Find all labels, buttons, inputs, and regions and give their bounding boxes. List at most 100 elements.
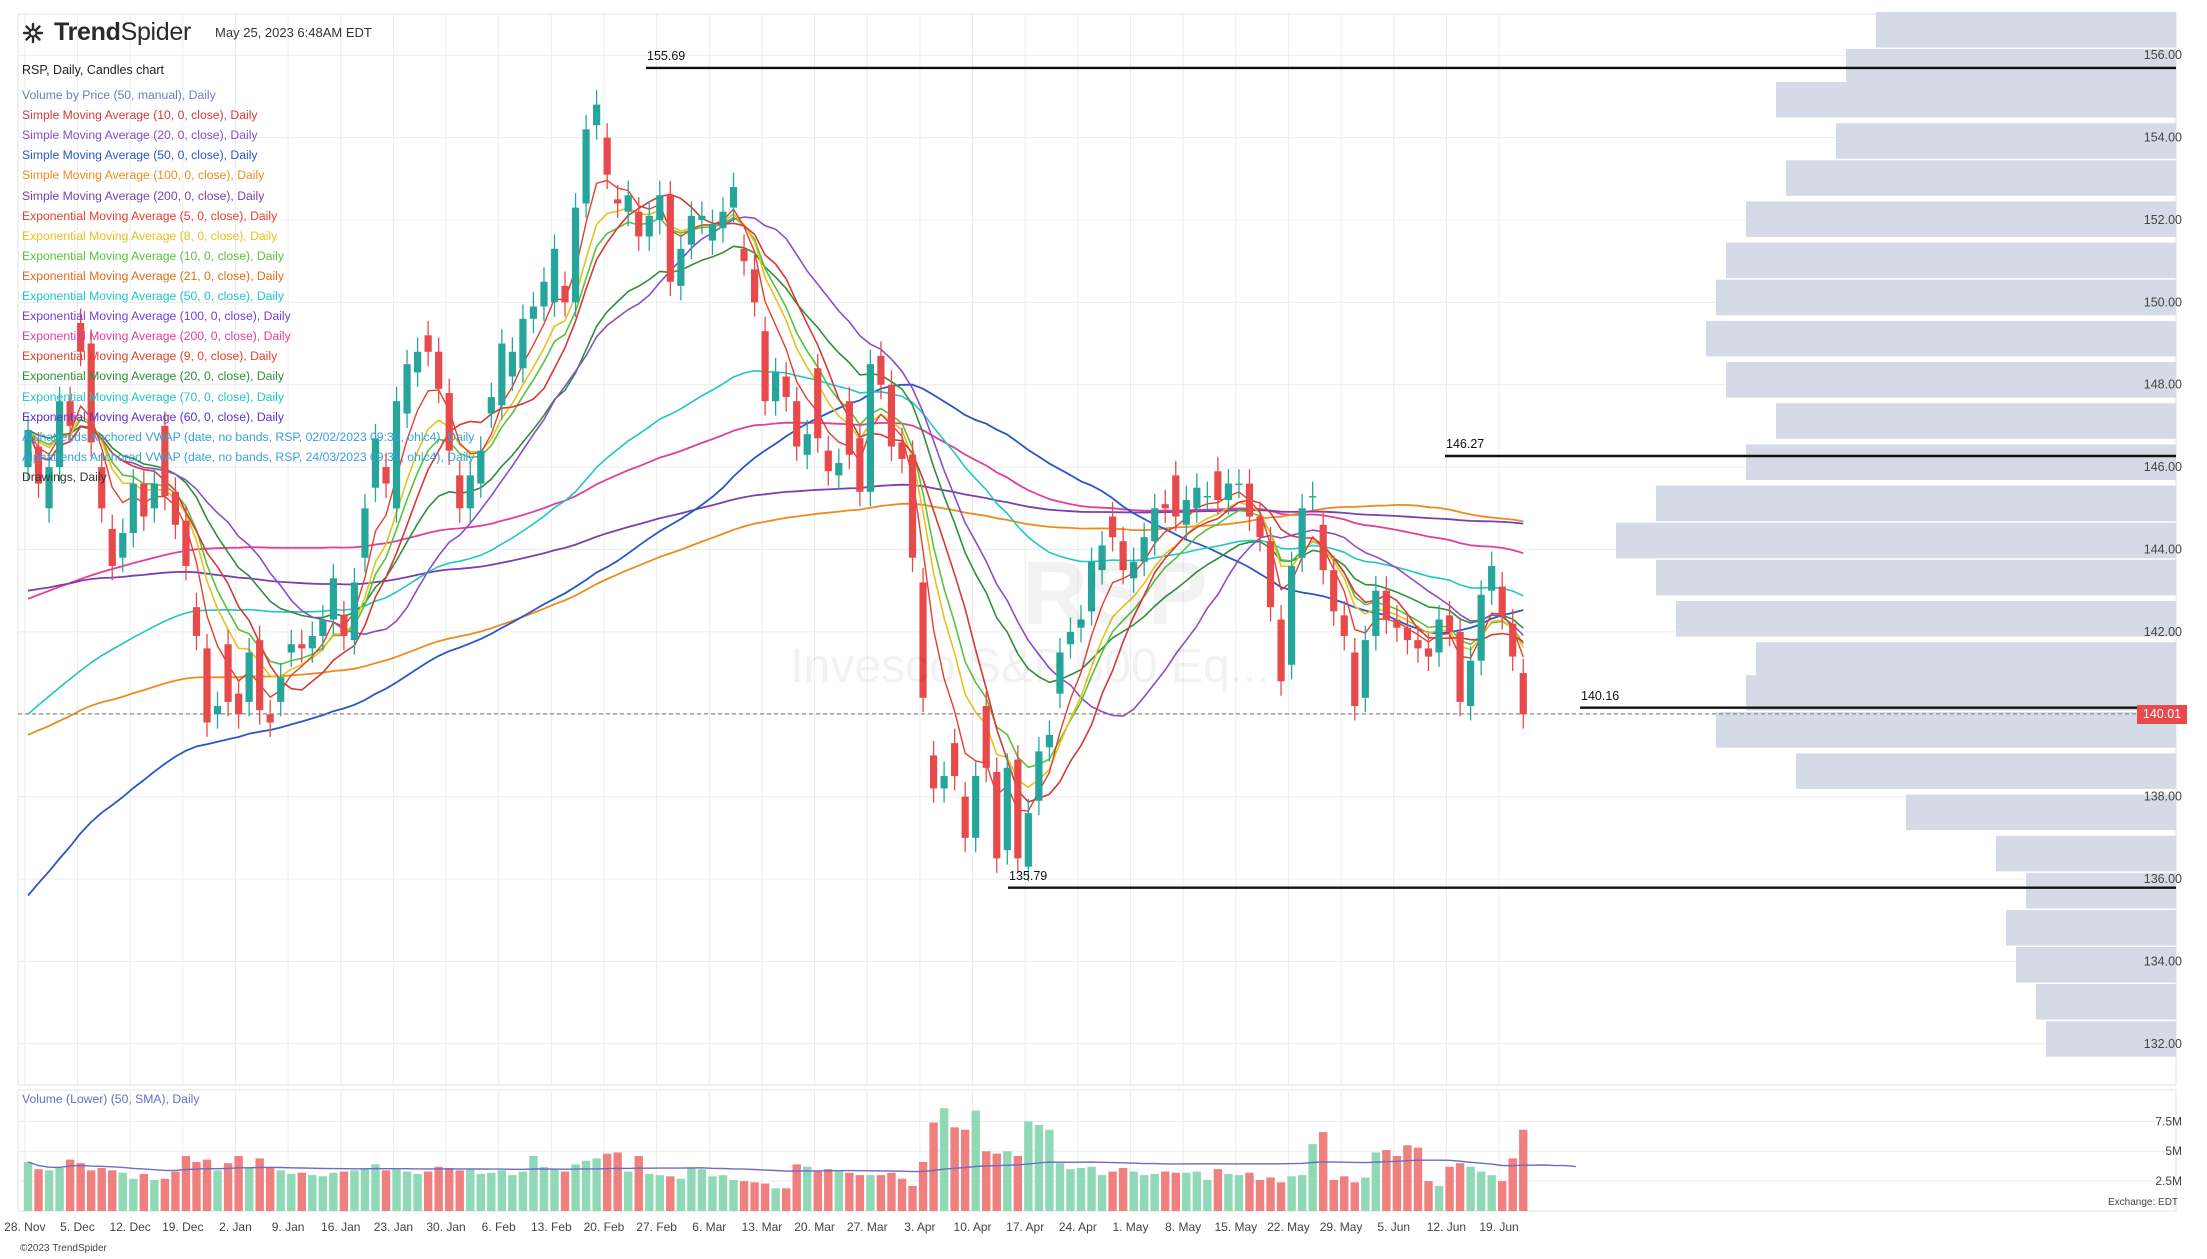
level-label: 135.79 (1009, 868, 1048, 883)
volume-profile-bar (1716, 279, 2176, 316)
candle-body (34, 446, 43, 484)
volume-panel-title: Volume (Lower) (50, SMA), Daily (22, 1092, 200, 1106)
volume-bar (666, 1176, 675, 1211)
candle-body (803, 434, 811, 455)
volume-tick-label: 2.5M (2155, 1174, 2182, 1188)
volume-bar (244, 1167, 254, 1211)
candle-body (77, 322, 85, 352)
candle-body (993, 771, 1001, 859)
candle-body (929, 755, 938, 789)
legend-item[interactable]: Drawings, Daily (22, 469, 107, 484)
volume-bar (339, 1171, 349, 1211)
legend-item[interactable]: Simple Moving Average (50, 0, close), Da… (22, 148, 258, 163)
volume-bar (76, 1163, 85, 1211)
volume-bar (487, 1172, 496, 1211)
candle-body (340, 615, 348, 637)
candle-body (1435, 619, 1443, 653)
legend-item[interactable]: Volume by Price (50, manual), Daily (22, 88, 216, 103)
legend-item[interactable]: Exponential Moving Average (9, 0, close)… (22, 349, 278, 364)
volume-bar (329, 1172, 338, 1211)
candle-body (951, 743, 959, 777)
candle-body (603, 137, 611, 175)
candle-body (1119, 541, 1127, 571)
legend-item[interactable]: Alphatrends Anchored VWAP (date, no band… (22, 449, 475, 464)
horizontal-level-lines[interactable] (18, 66, 2176, 889)
candle-body (540, 281, 548, 307)
volume-bar (1255, 1179, 1265, 1211)
legend-item[interactable]: Simple Moving Average (100, 0, close), D… (22, 168, 265, 183)
price-candles[interactable] (24, 90, 1527, 882)
volume-bar (1139, 1175, 1149, 1211)
volume-bar (287, 1173, 296, 1211)
legend-item[interactable]: Exponential Moving Average (5, 0, close)… (22, 208, 278, 223)
volume-bar (1466, 1166, 1475, 1211)
volume-bar (181, 1156, 191, 1211)
volume-profile-bar (1776, 81, 2176, 118)
candle-body (1045, 734, 1054, 748)
legend-item[interactable]: Exponential Moving Average (8, 0, close)… (22, 228, 278, 243)
candle-body (1424, 648, 1433, 657)
volume-bar (866, 1175, 875, 1211)
legend-item[interactable]: Exponential Moving Average (60, 0, close… (22, 409, 284, 424)
volume-profile-bar (1616, 522, 2176, 559)
legend-item[interactable]: Exponential Moving Average (50, 0, close… (22, 289, 284, 304)
candle-body (1393, 619, 1401, 628)
legend-item[interactable]: Exponential Moving Average (70, 0, close… (22, 389, 284, 404)
date-tick-label: 16. Jan (321, 1220, 360, 1234)
legend-item[interactable]: Exponential Moving Average (200, 0, clos… (22, 329, 291, 344)
volume-bar (613, 1152, 622, 1211)
volume-bar (676, 1178, 686, 1211)
candle-body (656, 195, 664, 220)
legend-item[interactable]: Alphatrends Anchored VWAP (date, no band… (22, 429, 475, 444)
candle-body (729, 187, 738, 208)
candle-body (487, 397, 495, 414)
volume-bar (1487, 1175, 1496, 1211)
legend-item[interactable]: Simple Moving Average (200, 0, close), D… (22, 188, 265, 203)
legend-item[interactable]: Exponential Moving Average (100, 0, clos… (22, 309, 291, 324)
candle-body (719, 211, 727, 229)
candle-body (319, 619, 327, 637)
volume-bar (887, 1172, 896, 1211)
candle-body (1509, 623, 1517, 657)
legend-item[interactable]: Simple Moving Average (20, 0, close), Da… (22, 128, 258, 143)
volume-profile-bar (2006, 909, 2176, 946)
legend-item[interactable]: Exponential Moving Average (20, 0, close… (22, 369, 284, 384)
candle-body (508, 351, 516, 377)
volume-bar (192, 1161, 201, 1211)
candle-body (866, 364, 874, 492)
volume-bar (1224, 1173, 1233, 1211)
brand-name: TrendSpider (54, 18, 192, 46)
volume-bar (350, 1170, 359, 1211)
volume-bar (1498, 1181, 1507, 1211)
volume-bar (550, 1169, 559, 1211)
candle-body (571, 207, 580, 303)
candle-body (171, 491, 180, 525)
candle-body (1087, 561, 1096, 612)
candle-body (698, 215, 706, 220)
legend-item[interactable]: Simple Moving Average (10, 0, close), Da… (22, 108, 258, 123)
legend-item[interactable]: Exponential Moving Average (10, 0, close… (22, 248, 284, 263)
volume-bar (1434, 1185, 1444, 1211)
candle-body (898, 442, 906, 459)
volume-bar (1424, 1181, 1433, 1211)
volume-bar (897, 1178, 907, 1211)
candle-body (940, 776, 948, 789)
volume-bar (1361, 1177, 1370, 1211)
volume-bar (624, 1171, 633, 1211)
volume-bar (1318, 1132, 1328, 1211)
volume-profile-bar (1726, 242, 2176, 279)
candle-body (740, 248, 748, 262)
volume-bar (602, 1153, 612, 1211)
volume-bar (960, 1129, 970, 1211)
candle-body (235, 693, 243, 715)
candle-body (98, 467, 106, 509)
volume-bar (518, 1171, 528, 1211)
volume-bar (950, 1127, 959, 1211)
volume-bar (1297, 1175, 1307, 1211)
volume-tick-label: 5M (2165, 1144, 2182, 1158)
candle-body (1351, 652, 1359, 707)
price-tick-label: 156.00 (2144, 48, 2182, 62)
candle-body (55, 401, 64, 468)
legend-item[interactable]: Exponential Moving Average (21, 0, close… (22, 268, 284, 283)
